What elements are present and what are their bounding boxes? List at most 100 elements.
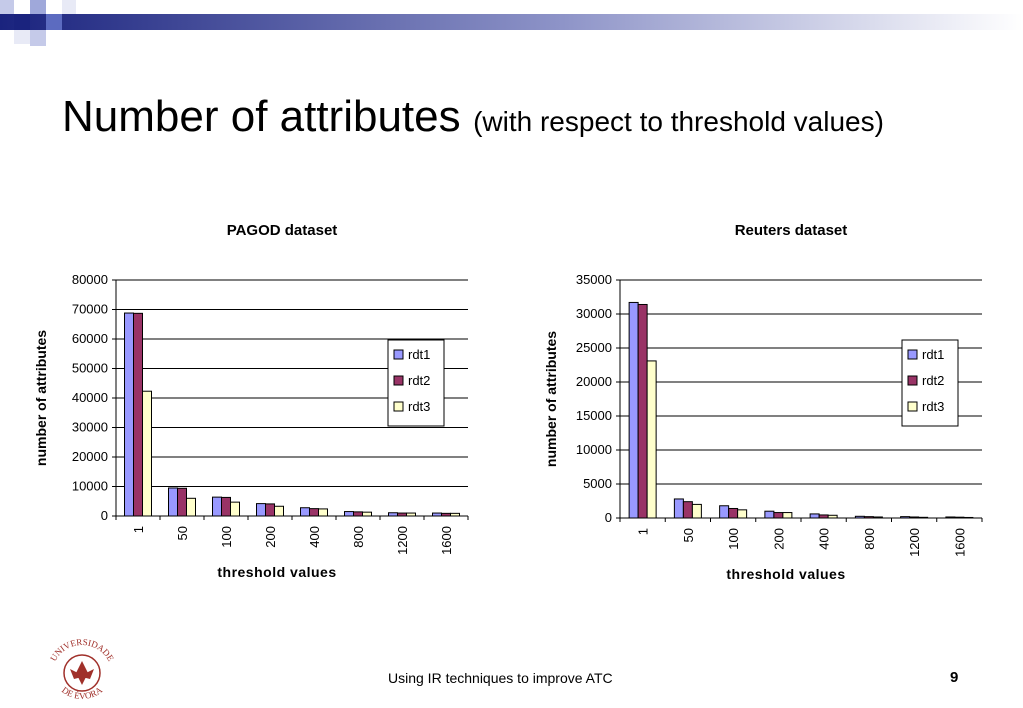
bar-rdt2 [818,514,829,519]
legend-label-rdt2: rdt2 [408,373,430,388]
y-tick-label: 35000 [576,272,612,287]
bar-rdt3 [142,390,152,517]
bar-rdt3 [230,501,240,517]
bar-rdt3 [918,516,929,519]
bar-rdt1 [900,516,911,519]
y-tick-label: 40000 [72,390,108,405]
x-tick-label: 50 [175,526,190,540]
legend-label-rdt1: rdt1 [922,347,944,362]
university-logo: UNIVERSIDADE DE ÉVORA [48,637,116,701]
bar-rdt2 [397,512,407,517]
x-axis-label: threshold values [217,564,336,580]
bar-rdt2 [954,516,965,519]
y-tick-label: 10000 [576,442,612,457]
x-tick-label: 50 [681,528,696,542]
legend-swatch-rdt3 [393,401,404,412]
bar-rdt2 [682,501,693,519]
bar-rdt2 [909,516,920,519]
x-tick-label: 100 [219,526,234,548]
bar-rdt1 [432,512,442,517]
y-tick-label: 5000 [583,476,612,491]
legend-swatch-rdt1 [393,349,404,360]
bar-rdt1 [168,487,178,517]
x-tick-label: 400 [817,528,832,550]
bar-rdt2 [133,312,143,517]
bar-rdt1 [945,516,956,519]
reuters-chart: Reuters dataset 0 5000 10000 15000 20000 25000… [543,222,983,582]
x-tick-label: 800 [351,526,366,548]
y-tick-label: 15000 [576,408,612,423]
y-axis-label: number of attributes [33,330,49,466]
legend-label-rdt3: rdt3 [922,399,944,414]
bar-rdt1 [212,496,222,517]
x-tick-label: 1600 [439,526,454,555]
x-tick-label: 800 [862,528,877,550]
bar-rdt2 [773,512,784,519]
bar-rdt2 [177,487,187,517]
bar-rdt3 [827,514,838,519]
svg-text:DE ÉVORA: DE ÉVORA [60,684,105,701]
x-tick-label: 1200 [907,528,922,557]
x-tick-label: 1600 [952,528,967,557]
bar-rdt1 [809,513,820,519]
chart-title: Reuters dataset [735,222,848,239]
bar-rdt1 [764,510,775,519]
bar-rdt2 [221,496,231,517]
svg-text:UNIVERSIDADE: UNIVERSIDADE [48,637,116,663]
bar-rdt3 [737,509,748,519]
legend-label-rdt3: rdt3 [408,399,430,414]
bar-rdt1 [628,301,639,519]
bar-rdt3 [318,508,328,517]
y-axis-label: number of attributes [543,331,559,467]
header-decoration [0,0,1023,46]
chart-title: PAGOD dataset [227,222,338,239]
pagod-chart: PAGOD dataset 0 10000 20000 30000 40000 50000 6… [33,222,469,580]
bar-rdt2 [265,503,275,517]
x-tick-label: 400 [307,526,322,548]
y-tick-label: 0 [605,510,612,525]
x-tick-label: 100 [726,528,741,550]
bar-rdt3 [274,505,284,517]
legend-swatch-rdt2 [907,375,918,386]
legend-swatch-rdt2 [393,375,404,386]
bar-rdt2 [441,512,451,517]
y-tick-label: 70000 [72,302,108,317]
bar-rdt3 [691,503,702,519]
bar-rdt1 [256,503,266,517]
bar-rdt2 [309,508,319,517]
bar-rdt2 [863,516,874,519]
x-tick-label: 1200 [395,526,410,555]
y-tick-label: 80000 [72,272,108,287]
title-main: Number of attributes [62,92,461,141]
bar-rdt1 [854,515,865,519]
bar-rdt3 [362,511,372,517]
y-tick-label: 20000 [576,374,612,389]
logo-text-top: UNIVERSIDADE [48,637,116,663]
bar-rdt2 [353,511,363,517]
bar-rdt3 [782,512,793,519]
bar-rdt3 [872,516,883,519]
footer-text: Using IR techniques to improve ATC [388,670,613,686]
bar-rdt3 [450,512,460,517]
bar-rdt3 [186,497,196,517]
bar-rdt1 [124,312,134,517]
title-subtitle: (with respect to threshold values) [473,106,884,137]
y-tick-label: 0 [101,508,108,523]
y-tick-label: 30000 [576,306,612,321]
x-tick-label: 200 [263,526,278,548]
x-tick-label: 1 [131,526,146,533]
page-number: 9 [950,669,959,686]
y-tick-label: 25000 [576,340,612,355]
y-tick-label: 20000 [72,449,108,464]
legend-label-rdt2: rdt2 [922,373,944,388]
bar-rdt1 [388,512,398,517]
bar-rdt1 [673,498,684,519]
legend-swatch-rdt1 [907,349,918,360]
legend-label-rdt1: rdt1 [408,347,430,362]
y-tick-label: 50000 [72,361,108,376]
x-tick-label: 200 [771,528,786,550]
bar-rdt1 [344,511,354,517]
bar-rdt2 [637,303,648,519]
bar-rdt3 [646,360,657,519]
y-tick-label: 60000 [72,331,108,346]
